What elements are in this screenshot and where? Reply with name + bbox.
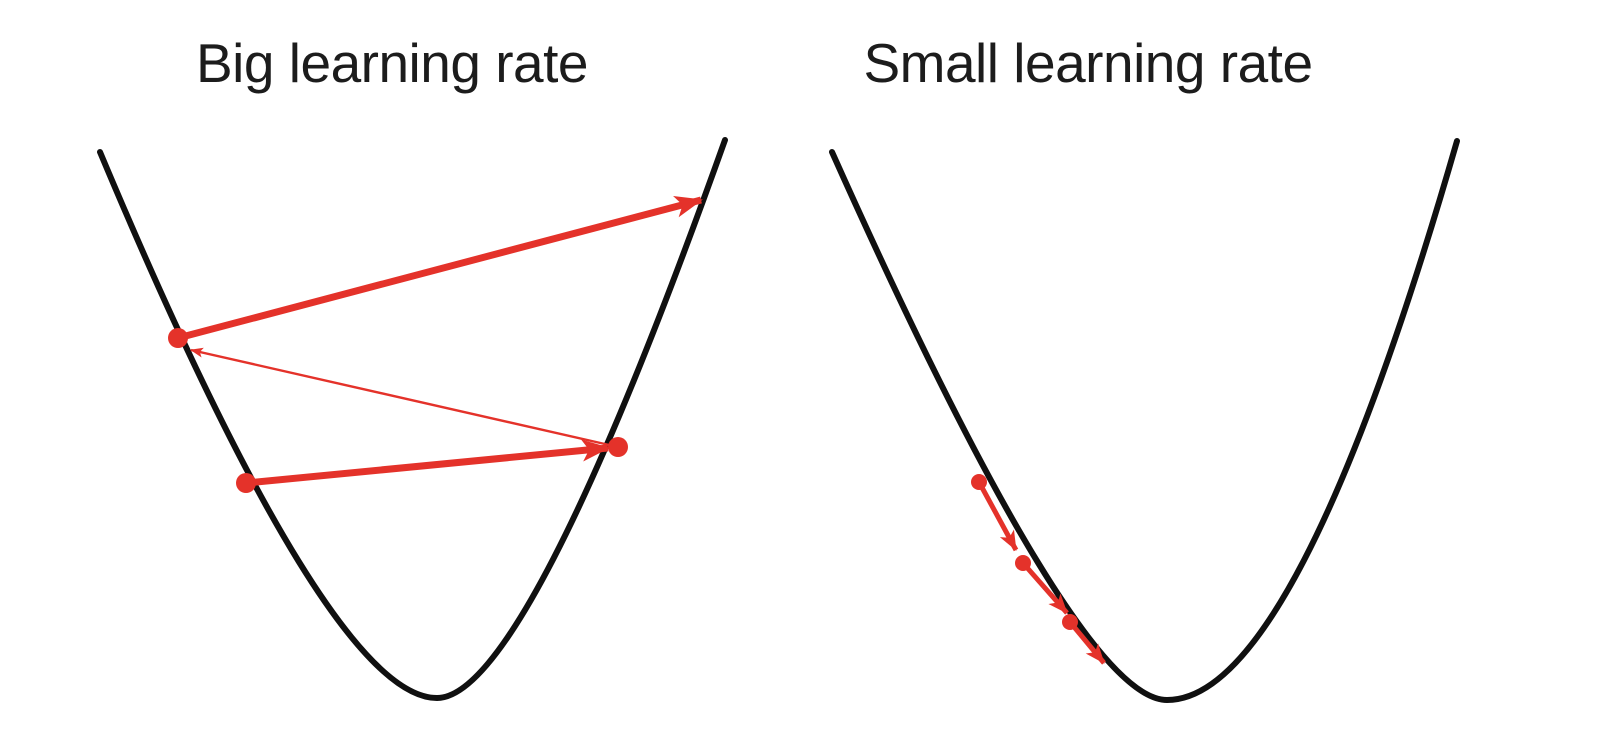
panel-big-learning-rate bbox=[97, 137, 728, 702]
title-big-learning-rate: Big learning rate bbox=[195, 32, 589, 94]
gradient-step-arrow bbox=[245, 439, 610, 487]
trajectory-dot bbox=[608, 437, 628, 457]
gradient-step-arrow bbox=[190, 347, 619, 449]
trajectory-dot bbox=[236, 473, 256, 493]
trajectory-dot bbox=[1062, 614, 1078, 630]
panel-small-learning-rate bbox=[829, 138, 1460, 704]
trajectory-dot bbox=[168, 328, 188, 348]
gradient-step-arrow bbox=[1068, 620, 1106, 665]
loss-curve bbox=[829, 138, 1460, 704]
gradient-step-arrow bbox=[976, 480, 1019, 552]
gradient-step-arrow bbox=[1021, 561, 1069, 615]
title-small-learning-rate: Small learning rate bbox=[863, 32, 1313, 94]
gradient-step-arrow bbox=[177, 195, 703, 342]
trajectory-dot bbox=[1015, 555, 1031, 571]
trajectory-dot bbox=[971, 474, 987, 490]
loss-curve bbox=[97, 137, 728, 702]
